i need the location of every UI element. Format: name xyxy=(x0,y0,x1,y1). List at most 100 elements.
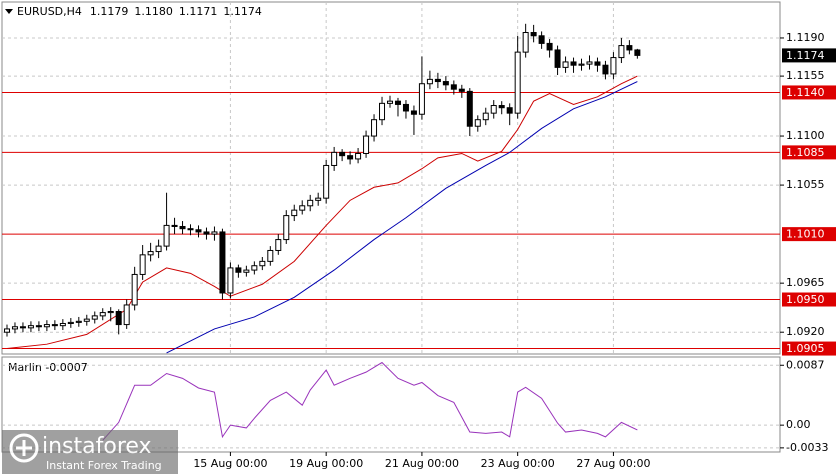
line-series xyxy=(166,81,638,354)
watermark-brand: instaforex xyxy=(42,434,152,459)
candle-body xyxy=(482,112,489,121)
candle-body xyxy=(610,57,617,75)
candle-body xyxy=(131,273,138,306)
level-label-box xyxy=(782,292,836,307)
candle-body xyxy=(466,90,473,127)
candle-body xyxy=(27,325,34,329)
watermark-logo-cross xyxy=(16,440,32,456)
candle-body xyxy=(203,231,210,235)
candle-body xyxy=(107,310,114,314)
level-label: 1.1085 xyxy=(786,146,825,159)
y-tick-label: 1.0920 xyxy=(786,325,825,338)
candle-body xyxy=(618,45,625,59)
candle-body xyxy=(155,245,162,253)
menu-arrow xyxy=(5,9,13,14)
candle-body xyxy=(59,322,66,327)
candle-body xyxy=(410,110,417,115)
candle-body xyxy=(426,78,433,85)
main-panel xyxy=(1,1,781,355)
candle-body xyxy=(363,135,370,154)
candle-body xyxy=(458,88,465,92)
y-tick-label: -0.0033 xyxy=(786,441,828,454)
watermark-logo xyxy=(9,433,39,463)
candle-body xyxy=(11,326,18,330)
watermark: instaforex Instant Forex Trading xyxy=(2,430,178,474)
line-series xyxy=(6,75,638,350)
candle-body xyxy=(450,84,457,90)
candle-body xyxy=(283,215,290,241)
candle-body xyxy=(434,78,441,83)
candle-body xyxy=(83,318,90,322)
x-tick-label: 19 Aug 00:00 xyxy=(289,457,363,470)
candle-body xyxy=(171,224,178,227)
candle-body xyxy=(442,81,449,86)
candle-body xyxy=(187,228,194,231)
candle-body xyxy=(307,199,314,207)
candle-body xyxy=(67,321,74,324)
candle-body xyxy=(538,35,545,44)
ohlc-label: 1.1179 xyxy=(90,5,129,18)
candle-body xyxy=(498,105,505,109)
y-tick-label: 0.0087 xyxy=(786,358,825,371)
candle-body xyxy=(522,32,529,53)
candle-body xyxy=(227,267,234,294)
candle-body xyxy=(291,209,298,217)
level-label: 1.1140 xyxy=(786,86,825,99)
x-tick-label: 15 Aug 00:00 xyxy=(193,457,267,470)
candle-body xyxy=(474,119,481,127)
ohlc-label: 1.1174 xyxy=(223,5,262,18)
line-series xyxy=(102,361,638,441)
level-label-box xyxy=(782,145,836,160)
ohlc-label: 1.1180 xyxy=(134,5,173,18)
candle-body xyxy=(530,32,537,37)
level-label-box xyxy=(782,227,836,242)
level-label: 1.0905 xyxy=(786,342,825,355)
symbol-title: EURUSD,H4 xyxy=(17,5,82,18)
marks: 1.1190 1.1155 1.1100 1.1055 1.0965 1.0920 15 A… xyxy=(2,2,836,470)
y-tick-label: 1.1100 xyxy=(786,129,825,142)
level-label: 1.0950 xyxy=(786,293,825,306)
candle-body xyxy=(299,205,306,211)
candle-body xyxy=(514,51,521,114)
candle-body xyxy=(387,100,394,104)
candle-body xyxy=(570,61,577,66)
candle-body xyxy=(123,304,130,326)
candle-body xyxy=(355,152,362,160)
candle-body xyxy=(211,231,218,235)
y-tick-label: 1.1055 xyxy=(786,178,825,191)
candle-body xyxy=(554,49,561,68)
candle-body xyxy=(35,325,42,328)
candle-body xyxy=(275,239,282,251)
candle-body xyxy=(3,328,10,333)
candle-body xyxy=(179,225,186,230)
candle-body xyxy=(267,249,274,262)
candle-body xyxy=(626,45,633,51)
x-tick-label: 27 Aug 00:00 xyxy=(576,457,650,470)
candle-body xyxy=(602,64,609,75)
ohlc-label: 1.1171 xyxy=(179,5,218,18)
candle-body xyxy=(99,312,106,317)
candle-body xyxy=(163,224,170,247)
candle-body xyxy=(394,100,401,105)
candle-body xyxy=(490,105,497,114)
candle-body xyxy=(506,107,513,114)
x-tick-label: 23 Aug 00:00 xyxy=(481,457,555,470)
candle-body xyxy=(195,229,202,233)
candle-body xyxy=(578,63,585,66)
candle-body xyxy=(418,83,425,115)
candle-body xyxy=(371,119,378,137)
x-tick-label: 21 Aug 00:00 xyxy=(385,457,459,470)
candle-body xyxy=(634,49,641,56)
watermark-tagline: Instant Forex Trading xyxy=(46,459,162,472)
candle-body xyxy=(594,61,601,66)
level-label-box xyxy=(782,85,836,100)
candle-body xyxy=(51,324,58,327)
y-tick-label: 1.1190 xyxy=(786,31,825,44)
candle-body xyxy=(379,102,386,121)
last-price-box xyxy=(782,48,836,63)
indicator-title: Marlin -0.0007 xyxy=(8,361,88,374)
candle-body xyxy=(235,267,242,273)
candle-body xyxy=(43,324,50,328)
candle-body xyxy=(586,61,593,65)
